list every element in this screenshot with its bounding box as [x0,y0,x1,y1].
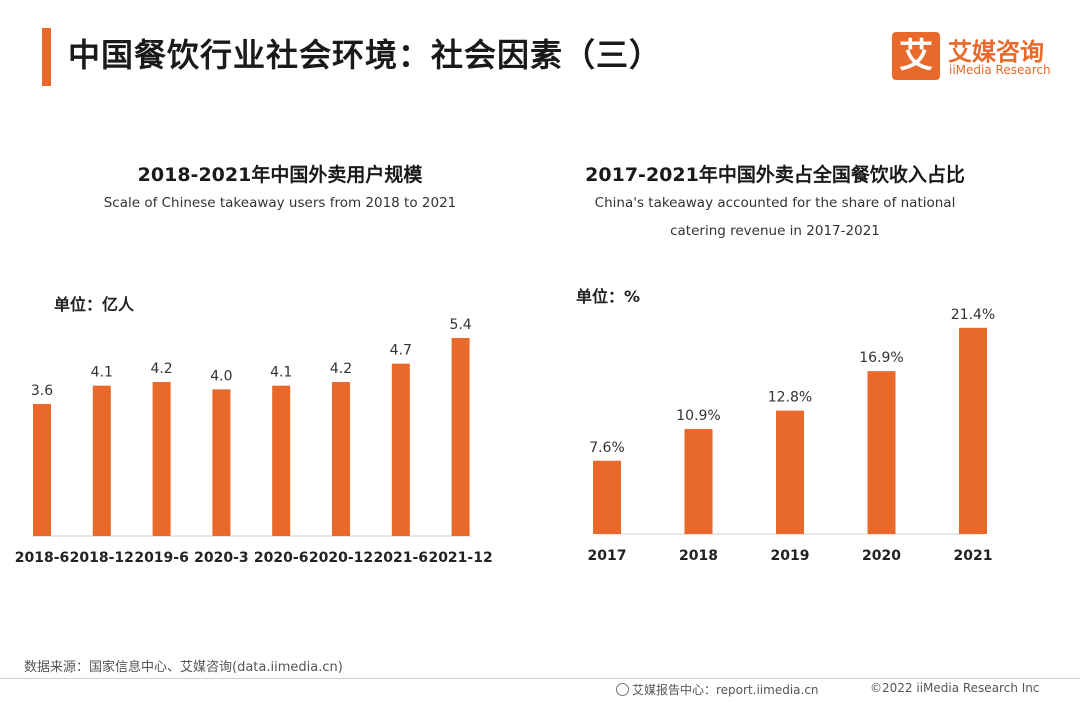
chart2-subtitle: China's takeaway accounted for the share… [560,189,990,245]
chart1-data-label: 4.1 [270,365,292,381]
footer-report-text: 艾媒报告中心：report.iimedia.cn [632,683,819,697]
chart1-bar [212,389,231,536]
chart1-bar [152,382,171,536]
chart1-bar [451,338,470,536]
chart1-data-label: 4.1 [91,365,113,381]
chart2-data-label: 21.4% [951,307,995,323]
chart1-x-tick-label: 2018-6 [15,550,70,566]
chart2-data-label: 12.8% [768,390,812,406]
chart1-x-tick-label: 2019-6 [134,550,189,566]
chart2-data-label: 7.6% [589,440,625,456]
chart2-x-tick-label: 2020 [862,548,901,564]
chart2-x-tick-label: 2017 [588,548,627,564]
chart2-title: 2017-2021年中国外卖占全国餐饮收入占比 [585,164,965,186]
chart2-x-tick-label: 2018 [679,548,718,564]
chart2-bar [959,327,987,534]
chart1-unit: 单位：亿人 [54,295,135,314]
chart2-svg: 7.6% 2017 10.9% 2018 12.8% 2019 16.9% 2020 21.4%… [588,307,996,564]
chart2-data-label: 16.9% [859,350,903,366]
chart1-x-tick-label: 2018-12 [70,550,134,566]
chart1-x-tick-label: 2020-6 [254,550,309,566]
footer-divider [0,678,1080,679]
logo-cn-text: 艾媒咨询 [948,38,1044,66]
chart2-bar [684,428,713,534]
chart2-bar [867,371,896,534]
chart2-subtitle-line-2: catering revenue in 2017-2021 [670,223,880,239]
chart2-subtitle-line-1: China's takeaway accounted for the share… [594,195,956,211]
data-source: 数据来源：国家信息中心、艾媒咨询(data.iimedia.cn) [24,660,343,675]
logo-mark: 艾 [892,32,940,80]
chart1-bar [391,363,410,536]
chart1-subtitle: Scale of Chinese takeaway users from 201… [40,189,520,217]
chart2-bar [776,410,804,534]
chart1-data-label: 4.2 [330,361,352,377]
chart1-data-label: 4.7 [390,343,412,359]
chart2-unit: 单位：% [576,287,641,306]
chart2-x-tick-label: 2019 [771,548,810,564]
chart2-data-label: 10.9% [676,408,720,424]
report-center-icon [616,683,629,696]
chart1-bar [272,385,291,536]
title-accent-bar [42,28,51,86]
chart1-bar [33,404,51,536]
chart1-data-label: 5.4 [449,317,471,333]
chart2-bar [593,460,621,534]
chart1-x-tick-label: 2020-3 [194,550,249,566]
chart1-subtitle-line: Scale of Chinese takeaway users from 201… [103,195,457,211]
chart1-svg: 3.6 2018-6 4.1 2018-12 4.2 2019-6 4.0 2020-3 4.1… [15,317,493,566]
footer-copyright: ©2022 iiMedia Research Inc [870,681,1040,695]
logo-en-text: iiMedia Research [949,63,1051,77]
chart1-title: 2018-2021年中国外卖用户规模 [137,164,423,186]
chart1-data-label: 4.0 [210,368,232,384]
iimedia-logo: 艾 艾媒咨询 iiMedia Research [892,32,1067,82]
page-title: 中国餐饮行业社会环境：社会因素（三） [68,36,663,74]
chart1-bar [92,385,111,536]
chart1-x-tick-label: 2021-6 [374,550,429,566]
chart1-x-tick-label: 2021-12 [428,550,492,566]
chart1-x-tick-label: 2020-12 [309,550,373,566]
chart1-bar [332,382,350,536]
chart1-data-label: 3.6 [31,383,53,399]
chart1-data-label: 4.2 [150,361,172,377]
footer-report-center[interactable]: 艾媒报告中心：report.iimedia.cn [616,681,819,698]
chart2-x-tick-label: 2021 [954,548,993,564]
